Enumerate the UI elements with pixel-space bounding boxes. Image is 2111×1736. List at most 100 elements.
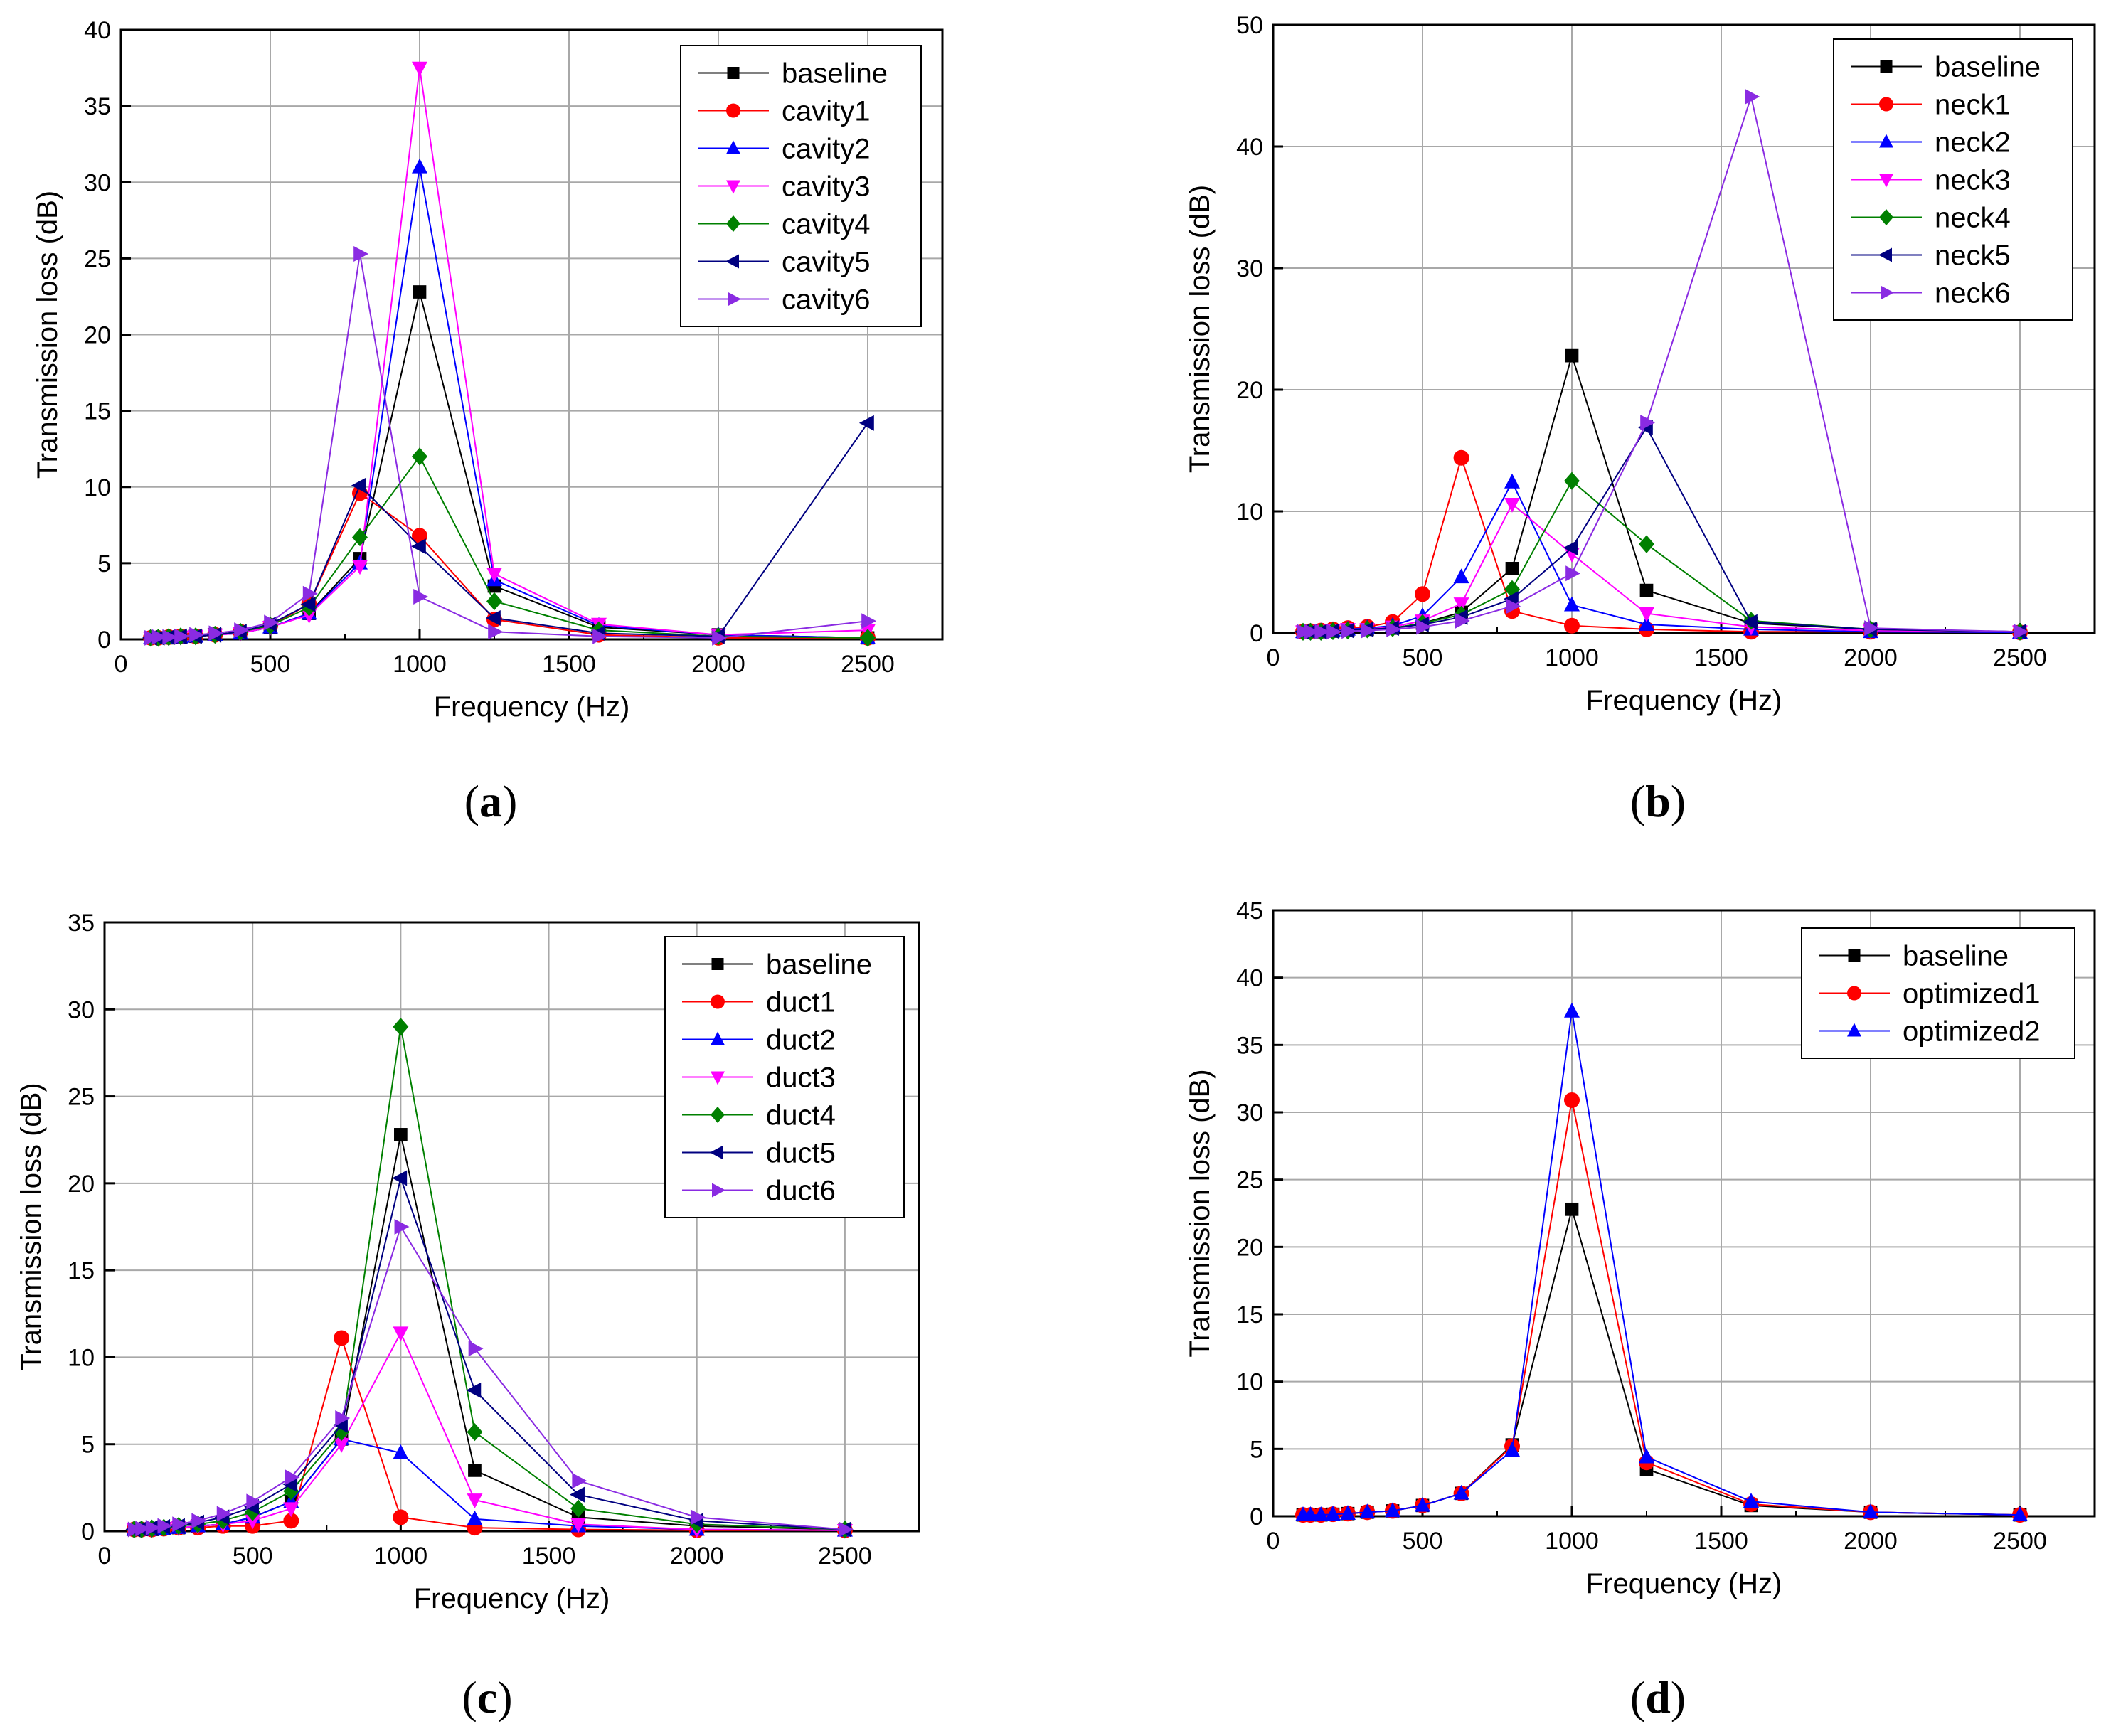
chart-panel-d: 0 500 1000 1500 2000 2500 0 5 10 15 20 25 30 35 40 45 Fr… [1184, 898, 2096, 1722]
y-tick-label: 25 [68, 1084, 95, 1111]
y-tick-label: 15 [1236, 1301, 1263, 1328]
legend-label-baseline: baseline [782, 58, 888, 90]
data-point-duct3 [334, 1437, 350, 1453]
legend-marker-optimized2 [1847, 1023, 1861, 1037]
data-point-duct4 [393, 1018, 409, 1036]
x-tick-label: 2500 [841, 651, 895, 678]
data-point-cavity6 [712, 629, 728, 646]
data-point-duct5 [466, 1382, 482, 1398]
data-point-baseline [1505, 562, 1519, 575]
data-point-cavity4 [412, 447, 427, 466]
panel-label: (b) [1630, 776, 1686, 826]
data-point-duct6 [145, 1520, 161, 1536]
legend-label-optimized1: optimized1 [1903, 979, 2040, 1010]
series-line-cavity1 [151, 491, 868, 639]
data-point-cavity6 [488, 624, 504, 640]
y-axis-title: Transmission loss (dB) [16, 1082, 47, 1370]
legend-marker-neck5 [1878, 247, 1892, 262]
legend-label-cavity6: cavity6 [782, 284, 871, 316]
data-point-neck6 [1361, 622, 1376, 639]
x-tick-label: 1500 [1694, 644, 1748, 671]
legend-label-cavity2: cavity2 [782, 134, 871, 165]
data-point-duct5 [392, 1170, 408, 1186]
data-point-baseline [1565, 348, 1579, 363]
data-point-neck6 [1314, 624, 1330, 640]
chart-panel-c: 0 500 1000 1500 2000 2500 0 5 10 15 20 25 30 35 Freque… [16, 910, 920, 1722]
data-point-optimized2 [1325, 1506, 1341, 1521]
data-point-cavity5 [351, 477, 366, 494]
data-point-optimized2 [1385, 1502, 1400, 1518]
x-axis-title: Frequency (Hz) [414, 1583, 610, 1614]
x-tick-label: 0 [1267, 1528, 1280, 1555]
series-line-duct2 [134, 1438, 845, 1531]
legend-label-cavity3: cavity3 [782, 171, 871, 203]
y-tick-label: 20 [84, 322, 111, 349]
legend-label-duct6: duct6 [766, 1176, 836, 1207]
series-duct5 [125, 1170, 851, 1538]
data-point-neck5 [1742, 614, 1758, 630]
data-point-cavity3 [352, 560, 368, 575]
series-line-neck3 [1303, 503, 2021, 633]
x-tick-label: 2000 [1844, 1528, 1898, 1555]
data-point-cavity6 [264, 614, 280, 631]
legend-label-duct3: duct3 [766, 1063, 836, 1094]
data-point-cavity4 [860, 629, 876, 647]
data-point-duct6 [335, 1410, 351, 1427]
series-neck6 [1297, 88, 2029, 640]
data-point-neck4 [1564, 472, 1580, 490]
x-tick-label: 2500 [1993, 644, 2047, 671]
series-baseline [1296, 348, 2027, 639]
y-tick-label: 0 [81, 1518, 95, 1545]
data-point-neck1 [1453, 449, 1469, 466]
data-point-duct6 [172, 1516, 188, 1533]
y-tick-label: 0 [1250, 620, 1263, 647]
legend-marker-neck2 [1879, 134, 1893, 148]
data-point-cavity6 [234, 622, 250, 639]
data-point-neck6 [1506, 598, 1521, 614]
data-point-neck6 [1341, 623, 1357, 639]
data-point-duct4 [245, 1503, 261, 1521]
data-point-cavity6 [189, 627, 205, 643]
legend-marker-cavity1 [726, 103, 740, 118]
data-point-optimized1 [1564, 1092, 1580, 1108]
series-line-optimized2 [1303, 1011, 2021, 1516]
data-point-neck6 [1640, 415, 1656, 431]
legend-label-cavity1: cavity1 [782, 96, 871, 127]
data-point-baseline [468, 1464, 482, 1477]
data-point-duct1 [283, 1513, 299, 1529]
data-point-neck4 [1639, 535, 1654, 553]
legend: baseline duct1 duct2 duct3 duct4 duct5 duct6 [664, 936, 905, 1218]
y-tick-label: 0 [1250, 1503, 1263, 1530]
legend-marker-duct6 [712, 1183, 725, 1198]
data-point-baseline [1639, 583, 1654, 597]
x-tick-label: 2500 [1993, 1528, 2047, 1555]
x-tick-label: 1500 [522, 1543, 576, 1570]
series-baseline [144, 285, 875, 645]
y-tick-label: 15 [84, 398, 111, 425]
legend-label-neck2: neck2 [1935, 127, 2011, 159]
series-line-optimized1 [1303, 1099, 2021, 1516]
legend-label-baseline: baseline [766, 949, 872, 981]
plot-frame [1272, 909, 2096, 1518]
data-point-cavity1 [412, 528, 427, 544]
series-line-neck5 [1303, 426, 2021, 633]
legend-label-neck1: neck1 [1935, 90, 2011, 121]
x-axis-title: Frequency (Hz) [434, 691, 630, 723]
y-axis-title: Transmission loss (dB) [1184, 185, 1216, 473]
data-point-duct3 [467, 1493, 483, 1509]
data-point-duct6 [839, 1521, 854, 1538]
data-point-optimized2 [1504, 1442, 1520, 1457]
series-line-neck4 [1303, 479, 2021, 633]
legend-marker-duct5 [710, 1145, 723, 1160]
legend-marker-neck3 [1879, 174, 1893, 188]
data-point-duct6 [394, 1219, 410, 1235]
legend-marker-neck6 [1881, 285, 1894, 300]
data-point-duct6 [191, 1513, 207, 1529]
plot-frame [1272, 23, 2096, 634]
series-optimized2 [1295, 1002, 2028, 1521]
data-point-neck1 [1415, 586, 1430, 602]
data-point-duct6 [690, 1509, 706, 1525]
data-point-neck5 [1563, 540, 1578, 556]
data-point-neck6 [1297, 624, 1312, 640]
data-point-optimized2 [1639, 1448, 1654, 1464]
